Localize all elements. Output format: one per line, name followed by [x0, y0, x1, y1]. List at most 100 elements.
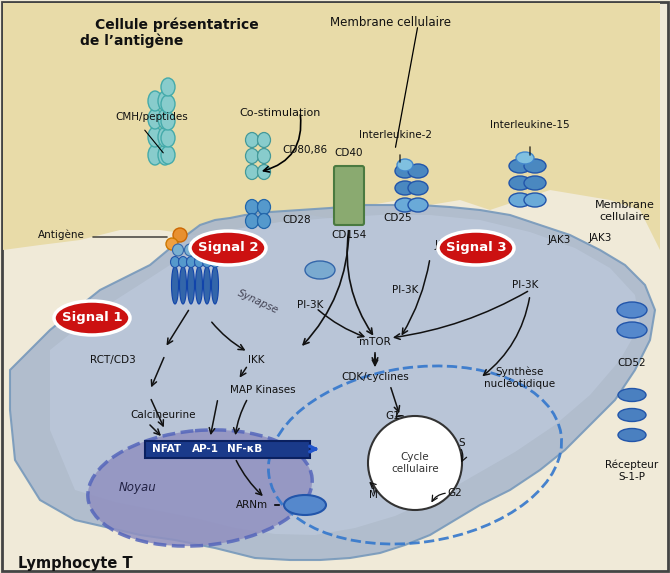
Ellipse shape — [158, 109, 172, 129]
Ellipse shape — [524, 159, 546, 173]
Ellipse shape — [194, 257, 204, 268]
Ellipse shape — [395, 164, 415, 178]
Bar — [145, 441, 310, 458]
Ellipse shape — [618, 388, 646, 402]
Text: de l’antigène: de l’antigène — [80, 34, 184, 49]
Text: Membrane cellulaire: Membrane cellulaire — [330, 16, 450, 29]
Text: M: M — [369, 490, 377, 500]
Ellipse shape — [245, 132, 259, 147]
Text: Interleukine-2: Interleukine-2 — [358, 130, 431, 140]
Ellipse shape — [210, 257, 220, 268]
Ellipse shape — [524, 176, 546, 190]
Text: Cycle
cellulaire: Cycle cellulaire — [391, 452, 439, 474]
Ellipse shape — [408, 198, 428, 212]
Ellipse shape — [172, 244, 184, 256]
Text: Signal 1: Signal 1 — [62, 312, 122, 324]
Ellipse shape — [161, 129, 175, 147]
Ellipse shape — [618, 409, 646, 422]
Text: S: S — [459, 438, 465, 448]
Text: Antigène: Antigène — [38, 230, 85, 240]
Ellipse shape — [88, 430, 312, 546]
Ellipse shape — [212, 266, 218, 304]
Text: Récepteur
S-1-P: Récepteur S-1-P — [606, 460, 659, 482]
Ellipse shape — [184, 244, 196, 256]
Ellipse shape — [408, 181, 428, 195]
Ellipse shape — [204, 266, 210, 304]
Text: Co-stimulation: Co-stimulation — [239, 108, 321, 118]
Text: PI-3K: PI-3K — [512, 280, 538, 290]
Text: Signal 3: Signal 3 — [446, 241, 507, 254]
Ellipse shape — [257, 214, 271, 229]
Polygon shape — [50, 215, 640, 535]
Ellipse shape — [161, 146, 175, 164]
Ellipse shape — [196, 266, 202, 304]
Text: CD40: CD40 — [335, 148, 363, 158]
Text: JAK3: JAK3 — [435, 240, 458, 250]
Ellipse shape — [54, 301, 130, 335]
Text: IKK: IKK — [248, 355, 265, 365]
Ellipse shape — [245, 148, 259, 163]
Ellipse shape — [257, 148, 271, 163]
Text: Interleukine-15: Interleukine-15 — [490, 120, 570, 130]
Text: ARNm: ARNm — [236, 500, 268, 510]
Polygon shape — [10, 205, 655, 560]
Ellipse shape — [190, 231, 266, 265]
Ellipse shape — [170, 257, 180, 268]
Ellipse shape — [617, 322, 647, 338]
Ellipse shape — [284, 495, 326, 515]
Ellipse shape — [202, 257, 212, 268]
Text: JAK3: JAK3 — [548, 235, 572, 245]
Ellipse shape — [397, 159, 413, 171]
Ellipse shape — [180, 266, 186, 304]
Text: G1: G1 — [386, 411, 401, 421]
Ellipse shape — [516, 152, 534, 164]
Ellipse shape — [173, 228, 187, 242]
Ellipse shape — [178, 257, 188, 268]
Ellipse shape — [509, 176, 531, 190]
Text: JAK3: JAK3 — [588, 233, 612, 243]
Text: Synapse: Synapse — [236, 288, 280, 316]
Ellipse shape — [257, 164, 271, 179]
Ellipse shape — [158, 91, 172, 111]
Ellipse shape — [172, 266, 178, 304]
Ellipse shape — [188, 266, 194, 304]
Ellipse shape — [161, 95, 175, 113]
Ellipse shape — [395, 198, 415, 212]
Ellipse shape — [509, 159, 531, 173]
Ellipse shape — [245, 164, 259, 179]
Text: Signal 2: Signal 2 — [198, 241, 258, 254]
Text: PI-3K: PI-3K — [297, 300, 323, 310]
Text: MAP Kinases: MAP Kinases — [230, 385, 295, 395]
Text: CD80,86: CD80,86 — [282, 145, 327, 155]
Ellipse shape — [158, 127, 172, 147]
Ellipse shape — [245, 214, 259, 229]
Text: CD52: CD52 — [618, 358, 647, 368]
Text: Calcineurine: Calcineurine — [130, 410, 196, 420]
Ellipse shape — [617, 302, 647, 318]
Ellipse shape — [257, 132, 271, 147]
Text: CD154: CD154 — [332, 230, 366, 240]
Text: CDK/cyclines: CDK/cyclines — [341, 372, 409, 382]
Text: CMH/peptides: CMH/peptides — [115, 112, 188, 122]
Text: AP-1: AP-1 — [192, 444, 218, 454]
Ellipse shape — [257, 199, 271, 214]
FancyBboxPatch shape — [334, 166, 364, 225]
Ellipse shape — [618, 429, 646, 442]
Ellipse shape — [148, 145, 162, 165]
Ellipse shape — [524, 193, 546, 207]
Text: Cellule présentatrice: Cellule présentatrice — [95, 18, 259, 33]
Ellipse shape — [395, 181, 415, 195]
Ellipse shape — [509, 193, 531, 207]
Ellipse shape — [438, 231, 514, 265]
Text: PI-3K: PI-3K — [392, 285, 418, 295]
Text: NF-κB: NF-κB — [227, 444, 263, 454]
Text: Synthèse
nucléotidique: Synthèse nucléotidique — [484, 367, 555, 389]
Ellipse shape — [148, 91, 162, 111]
Ellipse shape — [186, 257, 196, 268]
Ellipse shape — [148, 109, 162, 129]
Text: Noyau: Noyau — [119, 481, 157, 494]
Text: CD25: CD25 — [383, 213, 411, 223]
Ellipse shape — [148, 127, 162, 147]
Ellipse shape — [305, 261, 335, 279]
Text: Membrane
cellulaire: Membrane cellulaire — [595, 200, 655, 222]
